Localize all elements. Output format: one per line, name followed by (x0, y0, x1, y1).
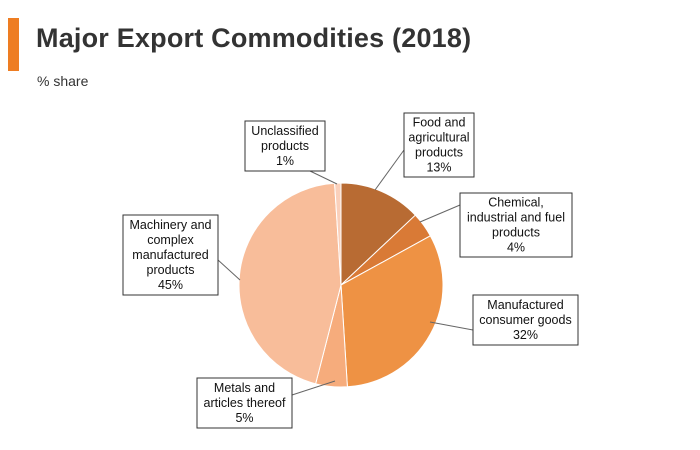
pie-slice (340, 235, 444, 388)
callout-leader-line (217, 259, 241, 281)
slice-category-label: Chemical, (488, 196, 544, 210)
slice-percent-label: 5% (235, 411, 253, 425)
callout-leader-line (419, 204, 461, 223)
slice-percent-label: 4% (507, 241, 525, 255)
callout-box (472, 294, 579, 346)
callout-box (122, 214, 219, 296)
slice-category-label: Unclassified (251, 124, 318, 138)
slice-category-label: complex (147, 233, 194, 247)
slice-category-label: Food and (413, 116, 466, 130)
slice-category-label: products (147, 263, 195, 277)
slice-category-label: agricultural (408, 131, 469, 145)
slice-category-label: products (492, 226, 540, 240)
slice-percent-label: 1% (276, 154, 294, 168)
slice-category-label: products (261, 139, 309, 153)
pie-slice (340, 182, 417, 287)
chart-subtitle: % share (37, 73, 89, 89)
pie-slice (238, 182, 342, 385)
callout-box (196, 377, 293, 429)
slice-percent-label: 32% (513, 328, 538, 342)
slice-category-label: Manufactured (487, 298, 563, 312)
callout-leader-line (291, 380, 336, 396)
slice-percent-label: 45% (158, 278, 183, 292)
slice-category-label: manufactured (132, 248, 208, 262)
callout-box (244, 120, 326, 172)
callout-leader-line (309, 170, 338, 185)
callout-box (459, 192, 573, 258)
slice-category-label: consumer goods (479, 313, 571, 327)
slice-category-label: industrial and fuel (467, 211, 565, 225)
slice-category-label: Machinery and (130, 218, 212, 232)
slice-category-label: products (415, 146, 463, 160)
slice-percent-label: 13% (426, 161, 451, 175)
slice-callout: Machinery andcomplexmanufacturedproducts… (122, 214, 241, 296)
slice-category-label: Metals and (214, 381, 275, 395)
chart-title: Major Export Commodities (2018) (36, 23, 472, 53)
accent-bar (8, 18, 19, 71)
callout-leader-line (374, 149, 405, 191)
callout-box (403, 112, 475, 178)
callout-leader-line (429, 321, 474, 331)
slice-category-label: articles thereof (204, 396, 287, 410)
